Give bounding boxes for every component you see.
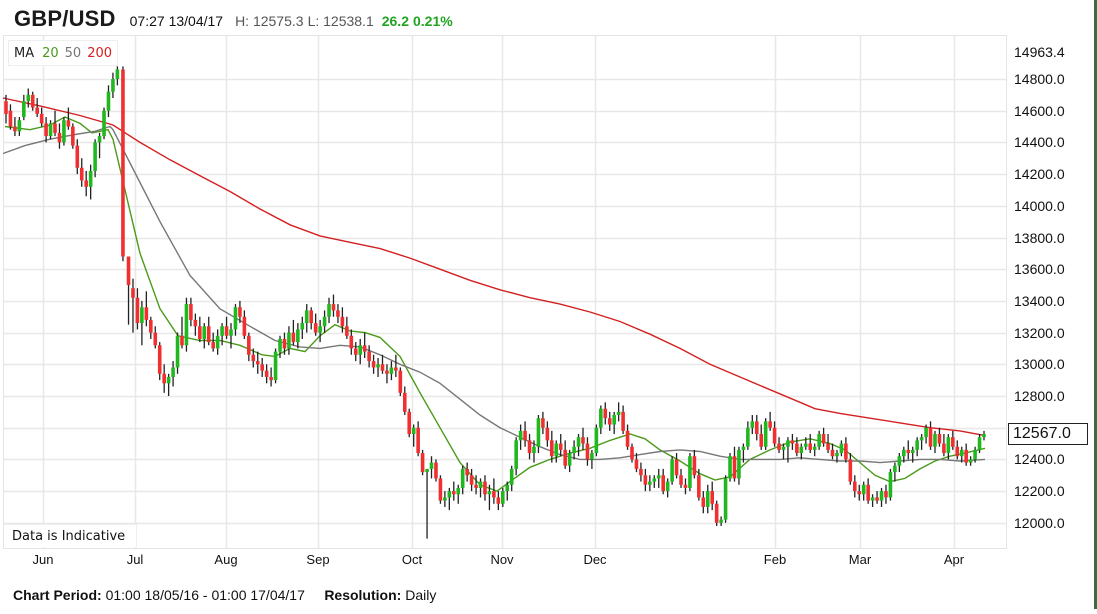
y-tick-label: 13600.0 bbox=[1014, 261, 1065, 278]
x-tick-dec: Dec bbox=[583, 552, 607, 567]
y-tick-label: 14963.4 bbox=[1014, 44, 1065, 60]
y-tick-label: 13400.0 bbox=[1014, 292, 1065, 309]
x-tick-jul: Jul bbox=[126, 552, 144, 567]
y-tick-label: 13200.0 bbox=[1014, 324, 1065, 341]
y-tick-label: 13800.0 bbox=[1014, 229, 1065, 246]
y-tick-label: 14200.0 bbox=[1014, 166, 1065, 183]
ma-200-toggle[interactable]: 200 bbox=[87, 45, 113, 61]
y-tick-label: 14800.0 bbox=[1014, 71, 1065, 87]
chart-footer: Chart Period: 01:00 18/05/16 - 01:00 17/… bbox=[13, 587, 436, 603]
ma-label: MA bbox=[14, 45, 35, 61]
change-percent: 0.21% bbox=[412, 13, 453, 29]
x-tick-sep: Sep bbox=[306, 552, 330, 567]
chart-period-value: 01:00 18/05/16 - 01:00 17/04/17 bbox=[105, 587, 305, 603]
resolution-value: Daily bbox=[405, 587, 437, 603]
quote-timestamp: 07:27 13/04/17 bbox=[129, 13, 224, 29]
plot-frame bbox=[3, 35, 1007, 549]
ma-50-toggle[interactable]: 50 bbox=[64, 45, 82, 61]
grid-lines bbox=[4, 36, 1006, 548]
y-tick-label: 12200.0 bbox=[1014, 483, 1065, 500]
candlesticks bbox=[4, 66, 986, 539]
ma-20-toggle[interactable]: 20 bbox=[42, 45, 59, 61]
x-tick-aug: Aug bbox=[214, 552, 238, 567]
x-tick-apr: Apr bbox=[943, 552, 965, 567]
last-price-marker: 12567.0 bbox=[1008, 423, 1088, 445]
resolution-label: Resolution: bbox=[324, 587, 402, 603]
low-value: L: 12538.1 bbox=[307, 13, 374, 29]
x-tick-feb: Feb bbox=[763, 552, 787, 567]
y-tick-label: 12000.0 bbox=[1014, 514, 1065, 531]
chart-period-label: Chart Period: bbox=[13, 587, 102, 603]
right-edge-strip bbox=[1094, 0, 1097, 609]
high-value: H: 12575.3 bbox=[235, 13, 304, 29]
y-tick-label: 13000.0 bbox=[1014, 356, 1065, 373]
x-tick-nov: Nov bbox=[490, 552, 514, 567]
change-value: 26.2 bbox=[381, 13, 409, 29]
y-tick-label: 14600.0 bbox=[1014, 102, 1065, 119]
y-tick-label: 14000.0 bbox=[1014, 197, 1065, 214]
x-tick-mar: Mar bbox=[848, 552, 872, 567]
chart-header: GBP/USD 07:27 13/04/17 H: 12575.3 L: 125… bbox=[14, 6, 453, 31]
ma-legend: MA 20 50 200 bbox=[8, 40, 119, 66]
x-tick-jun: Jun bbox=[32, 552, 54, 567]
data-indicative-notice: Data is Indicative bbox=[4, 524, 137, 547]
y-tick-label: 12800.0 bbox=[1014, 388, 1065, 404]
symbol-title: GBP/USD bbox=[14, 6, 116, 31]
x-tick-oct: Oct bbox=[401, 552, 423, 567]
y-tick-label: 12400.0 bbox=[1014, 451, 1065, 468]
y-tick-label: 14400.0 bbox=[1014, 134, 1065, 151]
